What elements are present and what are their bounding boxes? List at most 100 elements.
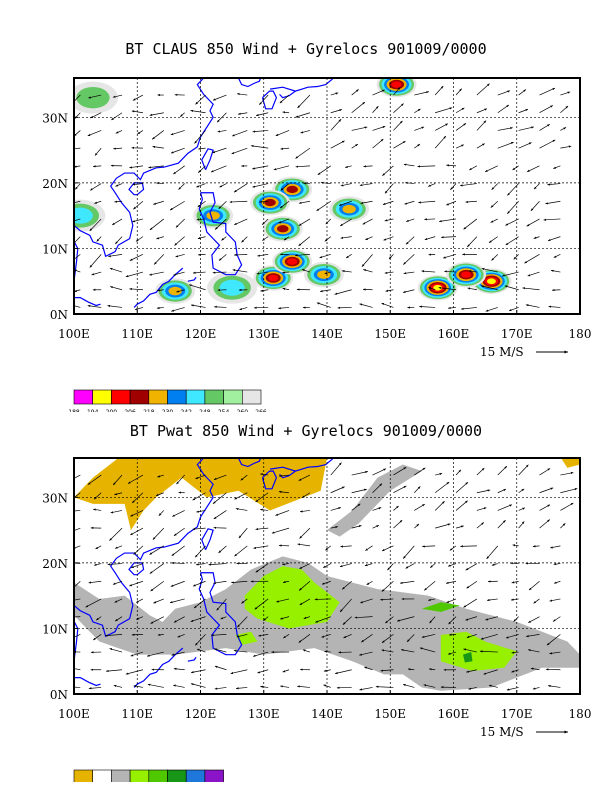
wind-vector	[74, 509, 81, 513]
wind-vector	[553, 562, 561, 566]
x-tick-label: 110E	[121, 707, 153, 721]
wind-vector	[175, 254, 185, 258]
wind-vector	[133, 200, 144, 210]
wind-vector	[434, 85, 444, 96]
wind-vector	[539, 139, 556, 149]
wind-vector	[74, 112, 81, 120]
wind-vector	[241, 236, 248, 243]
wind-vector	[156, 306, 164, 310]
wind-vector	[96, 236, 102, 242]
dry-region-east	[561, 458, 580, 468]
wind-vector	[263, 616, 269, 621]
wind-vector	[444, 270, 457, 273]
wind-vector	[438, 286, 457, 291]
wind-vector	[131, 492, 144, 504]
wind-vector	[295, 147, 311, 159]
wind-vector	[282, 563, 290, 566]
colorbar-label: 230	[162, 409, 174, 412]
wind-vector	[236, 687, 248, 690]
wind-vector	[497, 488, 507, 494]
cloud-cluster-1	[417, 274, 458, 301]
wind-vector	[485, 616, 498, 621]
wind-vector	[107, 563, 123, 566]
wind-vector	[518, 142, 532, 149]
wind-vector	[491, 563, 498, 566]
wind-vector	[278, 474, 290, 477]
wind-vector	[158, 510, 165, 517]
wind-vector	[298, 580, 311, 591]
wind-vector	[114, 200, 123, 203]
wind-vector	[518, 108, 529, 114]
wind-vector	[257, 253, 269, 257]
wind-vector	[115, 130, 123, 134]
wind-vector	[257, 669, 269, 674]
wind-vector	[176, 289, 185, 293]
wind-vector	[400, 580, 415, 584]
wind-vector	[428, 598, 436, 601]
wind-vector	[282, 287, 290, 291]
wind-vector	[132, 94, 144, 101]
wind-vector	[150, 580, 165, 592]
wind-vector	[255, 112, 269, 117]
wind-vector	[190, 304, 206, 308]
coastline-5	[133, 267, 184, 308]
moist-core-1	[244, 566, 340, 629]
wind-vector	[171, 307, 185, 312]
wind-vector	[449, 633, 457, 636]
wind-vector	[321, 580, 331, 585]
wind-vector	[74, 254, 81, 260]
x-tick-label: 180	[569, 707, 592, 721]
wind-vector	[130, 651, 144, 657]
wind-vector	[297, 94, 311, 109]
wind-vector	[239, 307, 248, 311]
wind-vector	[197, 236, 206, 240]
wind-vector	[319, 254, 331, 259]
wind-vector	[231, 580, 248, 584]
wind-vector	[414, 108, 421, 114]
wind-vector	[402, 545, 415, 559]
wind-vector	[214, 687, 227, 690]
wind-vector	[384, 183, 394, 194]
x-tick-label: 120E	[185, 327, 217, 341]
wind-vector	[351, 143, 359, 149]
wind-vector	[518, 89, 527, 96]
colorbar-label: 248	[199, 409, 211, 412]
wind-vector	[359, 687, 373, 691]
wind-vector	[197, 165, 206, 173]
wind-vector	[252, 183, 269, 188]
wind-vector	[455, 525, 464, 529]
wind-vector	[250, 144, 269, 149]
wind-vector	[256, 271, 269, 275]
wind-vector	[232, 269, 248, 273]
colorbar-swatch	[73, 389, 94, 405]
wind-vector	[546, 634, 561, 646]
wind-vector	[93, 165, 102, 168]
colorbar-swatch	[167, 389, 187, 405]
coastline-4	[198, 572, 243, 656]
wind-vector	[105, 633, 123, 637]
wind-vector	[518, 507, 526, 511]
wind-vector	[552, 288, 561, 292]
wind-vector	[298, 236, 311, 247]
cloud-cluster-16	[74, 199, 106, 232]
wind-vector	[422, 545, 436, 548]
wind-vector	[507, 183, 519, 196]
pwat-chart: 100E 110E 120E 130E 140E 150E 160E 170E 180 0N 10N…	[42, 457, 592, 782]
wind-vector	[429, 668, 436, 671]
wind-vector	[188, 284, 206, 291]
wind-vector	[298, 474, 311, 481]
wind-vector	[330, 526, 339, 529]
wind-vector	[363, 269, 373, 273]
wind-vector	[511, 669, 519, 673]
wind-vector	[129, 254, 144, 261]
wind-vector	[87, 474, 102, 485]
wind-vector	[324, 271, 331, 275]
wind-vector	[196, 218, 206, 221]
wind-vector	[339, 598, 352, 613]
wind-vector	[393, 519, 403, 529]
wind-vector	[74, 289, 81, 293]
wind-vector	[87, 130, 102, 137]
wind-vector	[497, 104, 510, 114]
wind-vector	[178, 183, 185, 190]
wind-vector	[315, 616, 331, 623]
